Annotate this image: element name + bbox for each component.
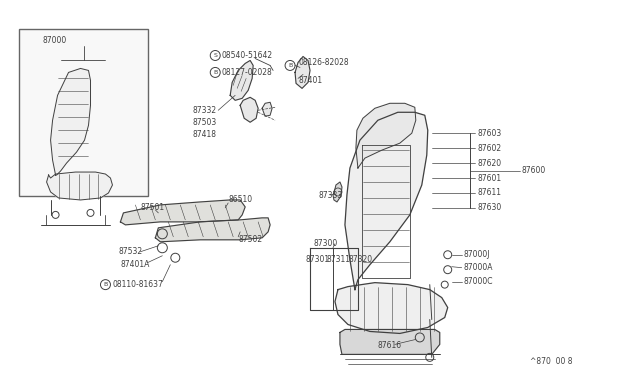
Text: 87600: 87600	[522, 166, 546, 175]
Polygon shape	[156, 218, 270, 242]
Text: 08110-81637: 08110-81637	[113, 280, 163, 289]
Polygon shape	[262, 102, 272, 116]
Polygon shape	[51, 68, 90, 175]
Text: 87311: 87311	[327, 255, 351, 264]
Text: 87320: 87320	[349, 255, 373, 264]
Text: 87333: 87333	[318, 192, 342, 201]
Text: 87532: 87532	[118, 247, 143, 256]
Text: 87601: 87601	[477, 173, 502, 183]
Text: 87401: 87401	[298, 76, 322, 85]
Text: 87602: 87602	[477, 144, 502, 153]
Text: 08540-51642: 08540-51642	[221, 51, 273, 60]
Text: 87611: 87611	[477, 189, 502, 198]
Text: 87620: 87620	[477, 158, 502, 167]
Text: 86510: 86510	[228, 195, 252, 205]
Text: 87630: 87630	[477, 203, 502, 212]
Text: B: B	[213, 70, 218, 75]
Bar	[19, 29, 148, 196]
Text: 87501: 87501	[140, 203, 164, 212]
Text: B: B	[103, 282, 108, 287]
Text: 87300: 87300	[313, 239, 337, 248]
Text: 87401A: 87401A	[120, 260, 150, 269]
Text: B: B	[288, 63, 292, 68]
Text: 87301: 87301	[305, 255, 329, 264]
Text: 87000C: 87000C	[464, 277, 493, 286]
Text: 87603: 87603	[477, 129, 502, 138]
Text: ^870  00 8: ^870 00 8	[529, 357, 572, 366]
Polygon shape	[340, 330, 440, 355]
Polygon shape	[120, 200, 245, 225]
Text: 87000A: 87000A	[464, 263, 493, 272]
Polygon shape	[47, 172, 113, 200]
Polygon shape	[335, 283, 448, 333]
Text: 87000: 87000	[43, 36, 67, 45]
Polygon shape	[345, 112, 428, 290]
Text: 08127-02028: 08127-02028	[221, 68, 272, 77]
Text: 87332: 87332	[192, 106, 216, 115]
Text: S: S	[213, 53, 217, 58]
Polygon shape	[240, 97, 258, 122]
Polygon shape	[333, 182, 342, 202]
Polygon shape	[356, 103, 416, 168]
Text: 87502: 87502	[238, 235, 262, 244]
Text: 87418: 87418	[192, 130, 216, 139]
Text: 87503: 87503	[192, 118, 216, 127]
Polygon shape	[230, 61, 253, 100]
Text: 87000J: 87000J	[464, 250, 490, 259]
Text: 87616: 87616	[378, 341, 402, 350]
Text: 08126-82028: 08126-82028	[298, 58, 349, 67]
Polygon shape	[295, 57, 310, 89]
